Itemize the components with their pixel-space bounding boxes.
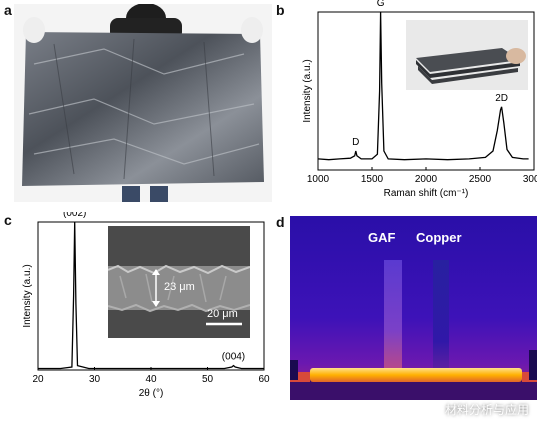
x-tick-label: 60 xyxy=(258,374,270,385)
peak-label: (004) xyxy=(222,352,245,363)
peak-label: G xyxy=(377,0,385,9)
x-tick-label: 1000 xyxy=(307,174,330,185)
panel-label-b: b xyxy=(276,2,285,18)
y-axis-label: Intensity (a.u.) xyxy=(22,264,33,327)
thermal-image: GAF Copper xyxy=(290,216,537,400)
sem-scalebar-label: 20 μm xyxy=(207,308,238,320)
photo-graphene-film-drawing xyxy=(22,4,264,202)
sem-thickness-label: 23 μm xyxy=(164,281,195,293)
x-tick-label: 2500 xyxy=(469,174,492,185)
thermal-label-copper: Copper xyxy=(416,230,462,245)
panel-label-a: a xyxy=(4,2,12,18)
thermal-label-gaf: GAF xyxy=(368,230,396,245)
peak-label: (002) xyxy=(63,212,86,219)
x-tick-label: 1500 xyxy=(361,174,384,185)
spectrum-line xyxy=(317,11,529,161)
inset-photo-film-stack-drawing xyxy=(416,48,526,84)
watermark: 材料分析与应用 xyxy=(419,401,529,418)
inset-photo-film-stack xyxy=(406,20,528,90)
x-tick-label: 2000 xyxy=(415,174,438,185)
peak-label: D xyxy=(352,137,359,148)
x-tick-label: 40 xyxy=(145,374,157,385)
spectrum-line xyxy=(38,221,264,370)
x-axis-label: Raman shift (cm⁻¹) xyxy=(384,188,469,199)
inset-sem-cross-section: 23 μm 20 μm xyxy=(108,226,250,338)
y-axis-label: Intensity (a.u.) xyxy=(302,59,313,122)
x-tick-label: 3000 xyxy=(523,174,537,185)
thermal-image-drawing xyxy=(290,216,537,400)
panel-label-c: c xyxy=(4,212,12,228)
x-tick-label: 20 xyxy=(32,374,44,385)
watermark-text: 材料分析与应用 xyxy=(444,403,529,417)
x-tick-label: 50 xyxy=(202,374,214,385)
inset-sem-drawing xyxy=(108,226,250,338)
x-axis-label: 2θ (°) xyxy=(139,388,164,399)
raman-chart: 1000 1500 2000 2500 3000 Raman shift (cm⁻¹) In… xyxy=(302,0,537,199)
peak-label: 2D xyxy=(495,93,508,104)
panel-label-d: d xyxy=(276,214,285,230)
x-tick-label: 30 xyxy=(89,374,101,385)
xrd-chart: 20 30 40 50 60 2θ (°) Intensity (a.u.) (002) (00… xyxy=(22,212,270,399)
wechat-icon xyxy=(419,401,443,418)
photo-graphene-film xyxy=(14,4,272,202)
